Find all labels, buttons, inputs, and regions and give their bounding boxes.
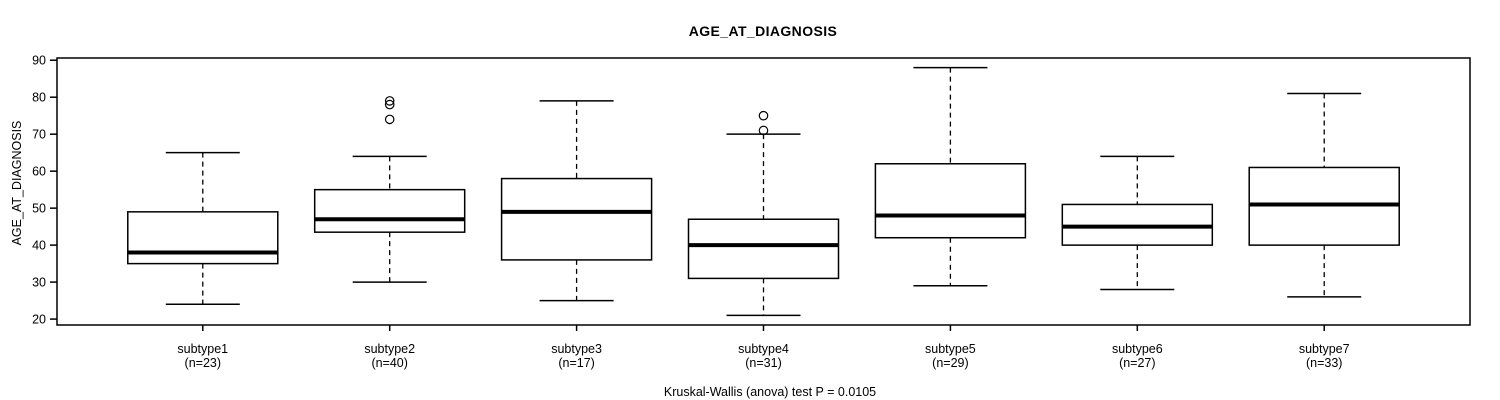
- outlier-point: [758, 110, 769, 121]
- x-axis-group-n-label: (n=31): [745, 356, 781, 370]
- iqr-box: [500, 177, 653, 261]
- outlier-point: [758, 125, 769, 136]
- x-axis-group-label: subtype5: [925, 342, 976, 356]
- x-axis-group-n-label: (n=23): [185, 356, 221, 370]
- chart-title: AGE_AT_DIAGNOSIS: [689, 23, 838, 39]
- y-axis-tick-label: 70: [32, 128, 46, 142]
- y-axis-tick-label: 50: [32, 202, 46, 216]
- y-axis-tick-label: 40: [32, 239, 46, 253]
- x-axis-group-n-label: (n=33): [1306, 356, 1342, 370]
- iqr-box: [313, 188, 466, 233]
- x-axis-group-label: subtype2: [364, 342, 415, 356]
- chart-footnote: Kruskal-Wallis (anova) test P = 0.0105: [664, 385, 876, 399]
- y-axis-tick-label: 30: [32, 276, 46, 290]
- x-axis-group-n-label: (n=17): [558, 356, 594, 370]
- x-axis-group-label: subtype4: [738, 342, 789, 356]
- outlier-point: [384, 99, 395, 110]
- outlier-point: [384, 96, 395, 106]
- y-axis-tick-label: 80: [32, 91, 46, 105]
- iqr-box: [687, 218, 840, 280]
- y-axis-title: AGE_AT_DIAGNOSIS: [10, 121, 24, 246]
- iqr-box: [874, 163, 1027, 239]
- x-axis-group-label: subtype6: [1112, 342, 1163, 356]
- x-axis-group-n-label: (n=40): [371, 356, 407, 370]
- x-axis-group-n-label: (n=29): [932, 356, 968, 370]
- iqr-box: [127, 211, 279, 265]
- plot-content: 2030405060708090subtype1(n=23)subtype2(n…: [32, 54, 1400, 370]
- x-axis-group-label: subtype7: [1299, 342, 1350, 356]
- x-axis-group-label: subtype3: [551, 342, 602, 356]
- x-axis-group-n-label: (n=27): [1119, 356, 1155, 370]
- outlier-point: [384, 114, 395, 125]
- y-axis-tick-label: 60: [32, 165, 46, 179]
- x-axis-group-label: subtype1: [177, 342, 228, 356]
- y-axis-tick-label: 20: [32, 313, 46, 327]
- y-axis-tick-label: 90: [32, 54, 46, 68]
